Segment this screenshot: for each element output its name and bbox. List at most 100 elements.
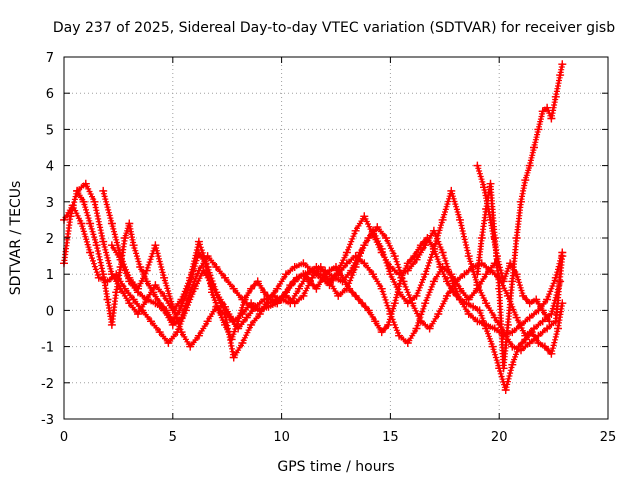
data-point	[168, 320, 177, 329]
grid-lines	[64, 57, 608, 419]
data-point	[136, 263, 145, 271]
data-point	[499, 277, 508, 286]
data-point	[421, 241, 430, 250]
data-point	[134, 288, 142, 297]
data-point	[177, 295, 186, 304]
data-point	[482, 320, 491, 329]
data-point	[503, 320, 512, 329]
data-point	[390, 299, 399, 308]
data-point	[316, 270, 325, 279]
axis-ticks: 0 5 10 15 20 25 -3 -2 -1 0 1 2 3 4 5 6 7	[41, 51, 616, 445]
data-point	[229, 353, 238, 362]
data-point	[94, 273, 103, 282]
data-point	[312, 284, 321, 293]
data-point	[186, 288, 195, 297]
y-tick-label: 4	[46, 160, 54, 175]
data-point	[255, 306, 264, 315]
data-point	[429, 277, 438, 286]
data-point	[234, 324, 243, 333]
data-point	[547, 114, 556, 123]
series-sat-a	[60, 186, 567, 394]
data-point	[273, 284, 282, 293]
y-tick-label: -3	[41, 413, 54, 428]
data-point	[482, 299, 491, 308]
data-point	[334, 270, 343, 279]
data-point	[99, 186, 108, 195]
data-point	[486, 179, 495, 188]
data-point	[534, 339, 543, 347]
data-point	[299, 259, 308, 268]
data-point	[142, 266, 151, 275]
data-point	[488, 342, 497, 351]
data-point	[129, 295, 138, 304]
data-point	[469, 302, 478, 311]
data-point	[475, 306, 484, 315]
data-point	[116, 284, 125, 293]
data-point	[73, 186, 82, 195]
data-point	[490, 324, 499, 333]
y-tick-label: 5	[46, 123, 54, 138]
x-tick-label: 0	[60, 430, 68, 445]
data-point	[425, 324, 434, 333]
data-point	[373, 223, 382, 232]
data-point	[295, 284, 303, 293]
data-point	[477, 234, 486, 242]
data-point	[290, 277, 299, 286]
data-point	[129, 241, 138, 250]
data-point	[273, 299, 282, 308]
data-point	[480, 183, 488, 192]
data-point	[290, 263, 299, 271]
data-point	[490, 313, 499, 322]
data-point	[282, 288, 290, 297]
data-point	[438, 248, 447, 257]
data-point	[290, 299, 299, 308]
data-point	[264, 302, 273, 311]
data-point	[334, 291, 343, 300]
data-point	[421, 299, 430, 308]
data-point	[473, 270, 482, 279]
data-point	[325, 277, 334, 286]
y-tick-label: -2	[41, 377, 54, 392]
data-point	[521, 176, 530, 185]
y-tick-label: 7	[46, 51, 54, 66]
data-point	[142, 295, 151, 304]
data-point	[395, 331, 404, 340]
data-point	[534, 125, 543, 134]
y-tick-label: 3	[46, 196, 54, 211]
data-point	[369, 230, 377, 239]
data-point	[238, 295, 247, 304]
data-point	[229, 284, 238, 293]
data-point	[221, 302, 229, 311]
data-point	[447, 186, 456, 195]
data-point	[508, 277, 517, 286]
data-point	[151, 241, 160, 250]
data-point	[386, 310, 395, 318]
data-point	[308, 273, 317, 282]
data-point	[125, 219, 134, 228]
data-point	[103, 277, 112, 286]
data-point	[242, 313, 251, 322]
data-point	[99, 237, 108, 246]
data-point	[342, 259, 351, 268]
data-point	[464, 310, 473, 318]
data-point	[525, 313, 534, 322]
data-point	[107, 270, 116, 279]
data-point	[260, 288, 269, 297]
data-point	[558, 248, 567, 257]
data-point	[464, 295, 473, 304]
data-point	[351, 252, 360, 261]
data-point	[508, 360, 517, 369]
data-point	[456, 215, 464, 224]
data-point	[203, 317, 212, 326]
data-point	[443, 277, 451, 286]
data-point	[107, 241, 116, 250]
data-point	[540, 342, 549, 351]
chart-title: Day 237 of 2025, Sidereal Day-to-day VTE…	[53, 20, 615, 36]
data-point	[551, 273, 560, 282]
data-point	[525, 299, 534, 308]
data-point	[512, 270, 521, 279]
data-point	[447, 270, 456, 279]
data-point	[464, 252, 473, 261]
